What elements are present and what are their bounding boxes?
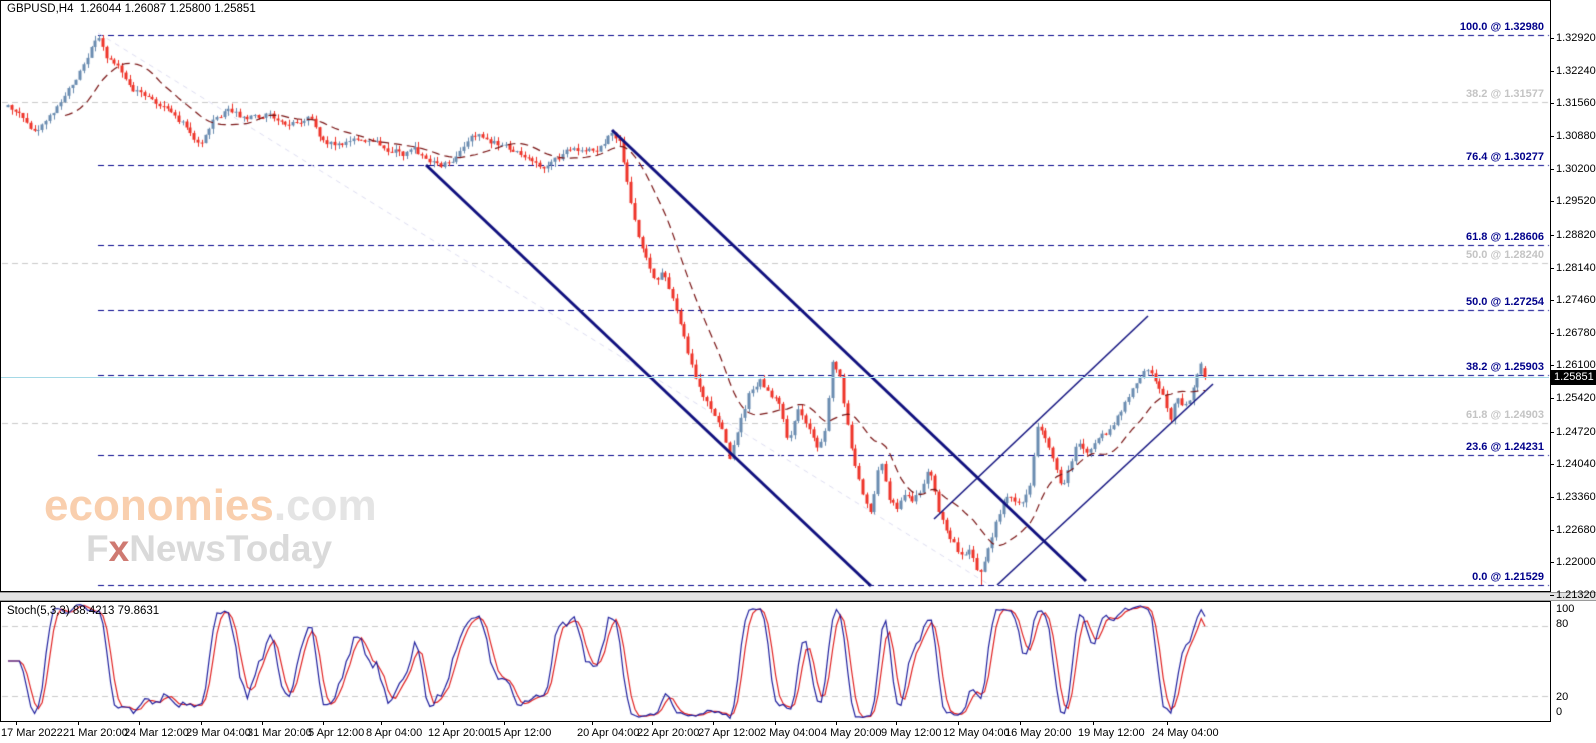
time-axis-tick bbox=[958, 722, 959, 725]
time-axis-tick bbox=[775, 722, 776, 725]
time-axis-tick bbox=[896, 722, 897, 725]
time-axis-label: 15 Apr 12:00 bbox=[489, 727, 552, 739]
price-chart-panel bbox=[0, 0, 1551, 592]
price-axis-tick bbox=[1550, 497, 1554, 499]
time-axis-label: 19 May 12:00 bbox=[1078, 727, 1145, 739]
time-axis-label: 5 Apr 12:00 bbox=[308, 727, 365, 739]
symbol-ohlc-label: GBPUSD,H4 1.26044 1.26087 1.25800 1.2585… bbox=[7, 3, 256, 15]
price-axis-label: 1.32920 bbox=[1556, 32, 1596, 44]
time-axis-label: 4 May 20:00 bbox=[821, 727, 882, 739]
price-axis-tick bbox=[1550, 529, 1554, 531]
time-axis-tick bbox=[139, 722, 140, 725]
fib-level-label: 0.0 @ 1.21529 bbox=[1472, 570, 1544, 583]
price-axis-tick bbox=[1550, 562, 1554, 564]
price-axis-tick bbox=[1550, 168, 1554, 170]
time-axis-label: 24 May 04:00 bbox=[1152, 727, 1219, 739]
fib-level-label: 23.6 @ 1.24231 bbox=[1465, 441, 1544, 454]
price-axis-tick bbox=[1550, 267, 1554, 269]
price-axis-label: 1.28820 bbox=[1556, 228, 1596, 241]
price-axis-label: 1.25420 bbox=[1556, 392, 1596, 405]
price-chart-canvas[interactable] bbox=[1, 1, 1550, 591]
price-axis-tick bbox=[1550, 234, 1554, 236]
stochastic-label: Stoch(5,3,3) 88.4213 79.8631 bbox=[7, 605, 160, 617]
time-axis-label: 21 Mar 20:00 bbox=[63, 727, 128, 739]
time-axis-tick bbox=[381, 722, 382, 725]
fib-level-label: 100.0 @ 1.32980 bbox=[1459, 21, 1544, 34]
price-axis-label: 1.23360 bbox=[1556, 491, 1596, 504]
stoch-axis-label: 80 bbox=[1556, 618, 1569, 630]
price-axis-label: 1.22000 bbox=[1556, 556, 1596, 569]
price-axis-tick bbox=[1550, 595, 1554, 596]
stoch-axis-label: 20 bbox=[1556, 691, 1569, 703]
time-axis-tick bbox=[262, 722, 263, 725]
fib-level-label: 61.8 @ 1.24903 bbox=[1465, 408, 1544, 421]
fib-level-label: 38.2 @ 1.31577 bbox=[1465, 88, 1544, 101]
price-axis-label: 1.26780 bbox=[1556, 326, 1596, 339]
fib-level-label: 38.2 @ 1.25903 bbox=[1465, 360, 1544, 373]
time-axis-label: 8 Apr 04:00 bbox=[366, 727, 423, 739]
price-axis-label: 1.26100 bbox=[1556, 359, 1596, 372]
price-axis-label: 1.32240 bbox=[1556, 64, 1596, 77]
time-axis-label: 29 Mar 04:00 bbox=[186, 727, 251, 739]
time-axis-tick bbox=[592, 722, 593, 725]
panel-splitter[interactable] bbox=[0, 592, 1596, 601]
time-axis-label: 12 Apr 20:00 bbox=[428, 727, 491, 739]
current-price-line bbox=[1, 377, 1549, 378]
price-axis-tick bbox=[1550, 365, 1554, 367]
price-axis-label: 1.30200 bbox=[1556, 162, 1596, 175]
time-axis-label: 27 Apr 12:00 bbox=[698, 727, 761, 739]
time-axis-tick bbox=[1020, 722, 1021, 725]
fib-level-label: 61.8 @ 1.28606 bbox=[1465, 231, 1544, 244]
stoch-axis-label: 0 bbox=[1556, 706, 1563, 718]
time-axis-label: 31 Mar 20:00 bbox=[247, 727, 312, 739]
price-axis-tick bbox=[1550, 135, 1554, 137]
time-axis-tick bbox=[443, 722, 444, 725]
time-axis-tick bbox=[1167, 722, 1168, 725]
price-axis-label: 1.24040 bbox=[1556, 458, 1596, 471]
time-axis-label: 24 Mar 12:00 bbox=[124, 727, 189, 739]
time-axis-label: 2 May 04:00 bbox=[760, 727, 821, 739]
time-axis-tick bbox=[713, 722, 714, 725]
price-axis-label: 1.30880 bbox=[1556, 129, 1596, 142]
price-axis-label: 1.31560 bbox=[1556, 97, 1596, 110]
price-axis-tick bbox=[1550, 300, 1554, 302]
price-axis-tick bbox=[1550, 431, 1554, 433]
time-axis-label: 17 Mar 2022 bbox=[1, 727, 63, 739]
time-axis-tick bbox=[323, 722, 324, 725]
stochastic-panel: Stoch(5,3,3) 88.4213 79.8631 bbox=[0, 601, 1551, 722]
current-price-badge: 1.25851 bbox=[1551, 370, 1596, 385]
fib-level-label: 50.0 @ 1.27254 bbox=[1465, 296, 1544, 309]
time-axis-label: 16 May 20:00 bbox=[1005, 727, 1072, 739]
time-axis-tick bbox=[1093, 722, 1094, 725]
time-axis-tick bbox=[16, 722, 17, 725]
time-axis-label: 20 Apr 04:00 bbox=[577, 727, 640, 739]
price-axis-tick bbox=[1550, 332, 1554, 334]
fib-level-label: 50.0 @ 1.28240 bbox=[1465, 248, 1544, 261]
time-axis-label: 12 May 04:00 bbox=[943, 727, 1010, 739]
time-axis-label: 22 Apr 20:00 bbox=[637, 727, 700, 739]
time-axis-tick bbox=[201, 722, 202, 725]
fib-level-label: 76.4 @ 1.30277 bbox=[1465, 150, 1544, 163]
price-axis-tick bbox=[1550, 398, 1554, 400]
price-axis-label: 1.21320 bbox=[1556, 589, 1596, 601]
price-axis-label: 1.22680 bbox=[1556, 523, 1596, 536]
time-axis-tick bbox=[652, 722, 653, 725]
price-axis-tick bbox=[1550, 70, 1554, 72]
price-axis-tick bbox=[1550, 38, 1554, 39]
stoch-axis-label: 100 bbox=[1556, 603, 1575, 615]
time-axis-tick bbox=[78, 722, 79, 725]
price-axis-tick bbox=[1550, 464, 1554, 466]
price-axis-label: 1.29520 bbox=[1556, 195, 1596, 208]
time-axis-tick bbox=[504, 722, 505, 725]
price-axis-label: 1.27460 bbox=[1556, 294, 1596, 307]
time-axis-label: 9 May 12:00 bbox=[881, 727, 942, 739]
stochastic-canvas[interactable] bbox=[1, 602, 1550, 721]
price-axis-label: 1.24720 bbox=[1556, 425, 1596, 438]
price-axis-label: 1.28140 bbox=[1556, 261, 1596, 274]
time-axis-tick bbox=[836, 722, 837, 725]
price-axis-tick bbox=[1550, 201, 1554, 203]
price-axis-tick bbox=[1550, 103, 1554, 105]
